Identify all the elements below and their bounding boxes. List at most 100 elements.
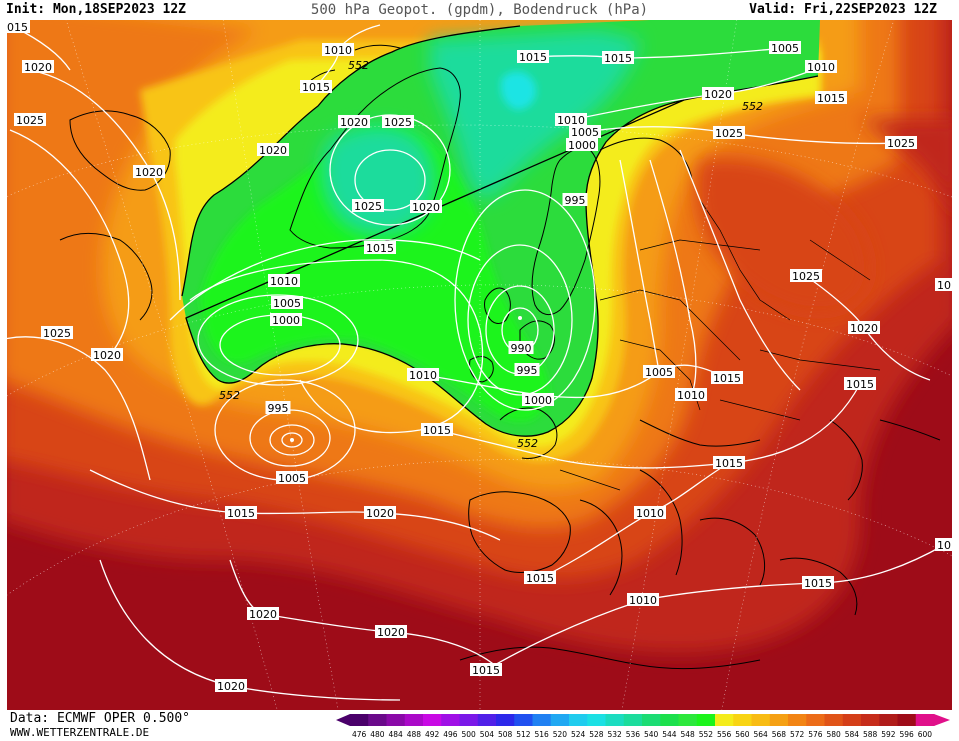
isobar-label-box [769,41,801,54]
legend-swatch [386,714,406,726]
isobar-label-box [268,274,300,287]
isobar-label-box [265,401,291,414]
isobar-label: 1015 [519,51,547,64]
legend-swatch [623,714,643,726]
isobar-label: 1005 [771,42,799,55]
isobar-label: 1015 [7,21,28,34]
legend-swatch [879,714,898,726]
isobar-label-box [364,241,396,254]
isobar-label-box [675,388,707,401]
isobar-label-box [702,87,734,100]
isobar-label-box [407,368,439,381]
isobar-label: 1025 [354,200,382,213]
isobar-label: 1020 [850,322,878,335]
isobar-label-box [713,126,745,139]
legend-swatch [423,714,442,726]
legend-tick-label: 504 [480,730,495,739]
isobar-label: 1015 [715,457,743,470]
legend-tick-label: 560 [735,730,750,739]
isobar-label-box [271,296,303,309]
isobar-label-box [566,138,598,151]
isobar-label-box [602,51,634,64]
isobar-label: 10 [937,279,951,292]
isobar-label: 1015 [366,242,394,255]
isobar-label: 1020 [704,88,732,101]
isobar-label-box [935,278,952,291]
contour-label-552: 552 [348,59,369,72]
isobar-label-box [91,348,123,361]
legend-swatch [587,714,606,726]
isobar-label: 1025 [43,327,71,340]
low-center-markers [290,316,522,442]
legend-swatch [678,714,698,726]
isobar-label-box [711,371,743,384]
legend-swatch [404,714,424,726]
isobar-label: 995 [268,402,289,415]
legend-swatch [459,714,479,726]
legend-swatch [477,714,497,726]
contour-label-552: 552 [742,100,763,113]
legend-tick-label: 528 [589,730,604,739]
isobar-label-box [514,363,540,376]
isobar-label-box [508,341,534,354]
legend-tick-label: 592 [881,730,896,739]
isobar-label-box [352,199,384,212]
isobar-label-box [627,593,659,606]
isobar-label-box [300,80,332,93]
isobar-label: 1015 [846,378,874,391]
map-svg: 1015102010251020102510201010101510201025… [7,20,952,710]
isobar-label: 1020 [366,507,394,520]
legend-tick-label: 500 [461,730,476,739]
legend-swatch [532,714,552,726]
isobar-label-box [375,625,407,638]
isobar-label-box [815,91,847,104]
map-area: 1015102010251020102510201010101510201025… [7,20,952,710]
isobar-label-box [569,125,601,138]
isobar-label-box [133,165,165,178]
isobar-labels: 1015102010251020102510201010101510201025… [7,20,952,693]
legend-swatch [751,714,771,726]
legend-swatch [514,714,533,726]
isobar-label: 1015 [423,424,451,437]
legend-tick-label: 476 [352,730,367,739]
isobar-label-box [524,571,556,584]
isobar-label: 1015 [604,52,632,65]
isobar-label-box [14,113,46,126]
legend-tick-label: 480 [370,730,385,739]
isobar-label-box [247,607,279,620]
isobar-label: 10 [937,539,951,552]
legend-swatch [788,714,807,726]
legend-tick-label: 564 [753,730,768,739]
isobar-label: 1015 [227,507,255,520]
legend-tick-label: 572 [790,730,805,739]
data-source-label: Data: ECMWF OPER 0.500° [10,711,191,726]
isobar-label-box [276,471,308,484]
low-center-marker [290,438,294,442]
legend-swatch [915,714,935,726]
legend-swatch [769,714,789,726]
legend-arrow-low [336,714,350,726]
legend-swatch [642,714,661,726]
footer-bar: Data: ECMWF OPER 0.500° WWW.WETTERZENTRA… [0,710,959,741]
isobar-label-box [382,115,414,128]
map-title: 500 hPa Geopot. (gpdm), Bodendruck (hPa) [310,2,649,18]
init-time: Init: Mon,18SEP2023 12Z [6,2,187,17]
legend-tick-label: 520 [553,730,568,739]
legend-tick-label: 580 [826,730,841,739]
legend-tick-label: 512 [516,730,531,739]
isobar-label: 1015 [302,81,330,94]
contour-552-labels: 552 552 552 552 [219,59,763,450]
legend-tick-label: 576 [808,730,823,739]
isobar-label-box [805,60,837,73]
isobar-label-box [562,193,588,206]
isobar-label: 1010 [557,114,585,127]
isobar-label: 1005 [571,126,599,139]
isobar-label-box [322,43,354,56]
legend-swatch [550,714,570,726]
isobar-label-box [935,538,952,551]
isobar-label: 1020 [340,116,368,129]
low-center-marker [518,316,522,320]
legend-tick-label: 556 [717,730,732,739]
isobar-label-box [7,20,30,33]
isobar-label: 1020 [377,626,405,639]
